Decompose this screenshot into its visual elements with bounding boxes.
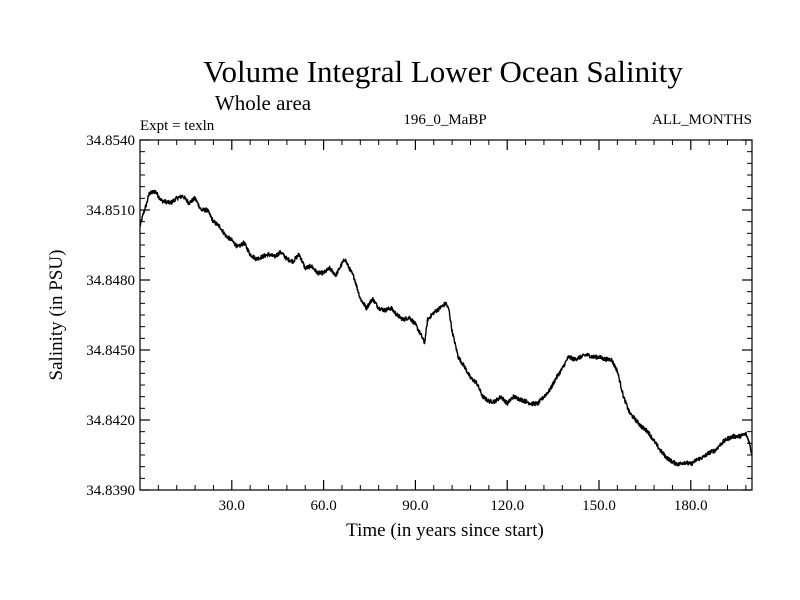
y-tick-label: 34.8420 (86, 413, 135, 429)
y-axis-label: Salinity (in PSU) (46, 250, 67, 381)
run-label: 196_0_MaBP (403, 112, 486, 128)
months-label: ALL_MONTHS (652, 112, 752, 128)
chart-title: Volume Integral Lower Ocean Salinity (203, 54, 683, 89)
y-tick-label: 34.8390 (86, 483, 135, 499)
x-tick-label: 150.0 (582, 498, 616, 514)
chart-subtitle: Whole area (215, 91, 312, 115)
x-tick-label: 60.0 (310, 498, 336, 514)
x-tick-label: 120.0 (490, 498, 524, 514)
y-tick-label: 34.8510 (86, 203, 135, 219)
plot-layer: 30.0 60.0 90.0 120.0 150.0 180.0 34.8390 34.842… (86, 133, 753, 514)
y-tick-label: 34.8450 (86, 343, 135, 359)
y-tick-label: 34.8540 (86, 133, 135, 149)
x-tick-label: 30.0 (219, 498, 245, 514)
x-tick-label: 90.0 (402, 498, 428, 514)
plot-frame (139, 139, 753, 491)
x-axis-label: Time (in years since start) (346, 520, 544, 541)
x-tick-label: 180.0 (674, 498, 708, 514)
salinity-series-line (139, 189, 753, 467)
y-tick-label: 34.8480 (86, 273, 135, 289)
experiment-label: Expt = texln (140, 118, 215, 134)
